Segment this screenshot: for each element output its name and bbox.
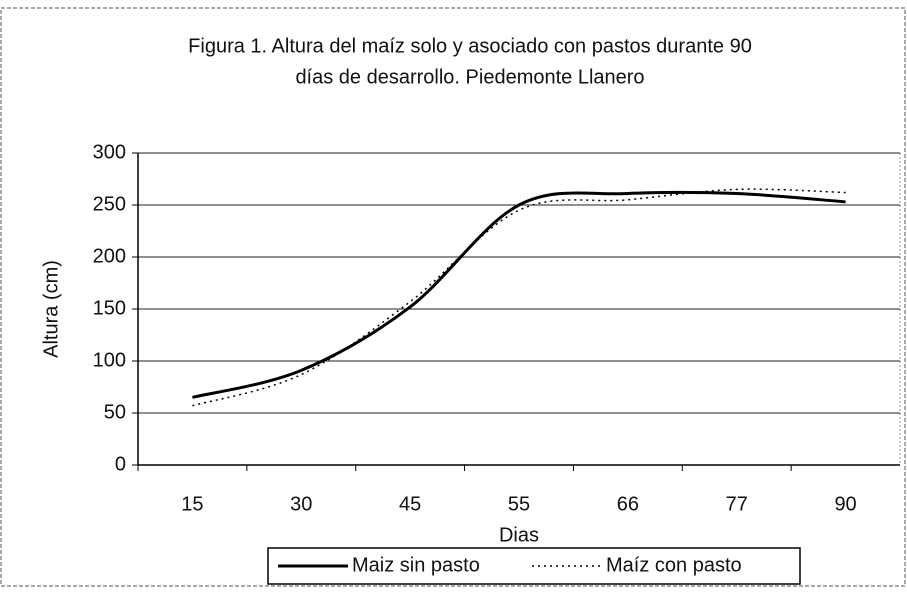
x-tick-label: 15 <box>181 493 203 515</box>
x-tick-label: 45 <box>399 493 421 515</box>
y-tick-label: 250 <box>93 193 126 215</box>
x-tick-label: 77 <box>726 493 748 515</box>
x-tick-label: 55 <box>508 493 530 515</box>
legend-label: Maiz sin pasto <box>352 554 480 576</box>
x-tick-label: 90 <box>834 493 856 515</box>
x-tick-label: 30 <box>290 493 312 515</box>
line-series <box>192 190 846 399</box>
chart-frame <box>0 7 906 587</box>
legend-label: Maíz con pasto <box>606 554 742 576</box>
y-tick-label: 150 <box>93 297 126 319</box>
chart-title: días de desarrollo. Piedemonte Llanero <box>295 66 644 88</box>
x-tick-label: 66 <box>617 493 639 515</box>
y-tick-label: 200 <box>93 245 126 267</box>
line-series <box>192 188 846 407</box>
y-tick-label: 0 <box>115 453 126 475</box>
y-tick-label: 100 <box>93 349 126 371</box>
x-axis-label: Dias <box>499 524 539 546</box>
y-tick-label: 300 <box>93 141 126 163</box>
chart-title: Figura 1. Altura del maíz solo y asociad… <box>188 35 752 57</box>
y-axis-label: Altura (cm) <box>40 260 62 358</box>
y-tick-label: 50 <box>104 401 126 423</box>
